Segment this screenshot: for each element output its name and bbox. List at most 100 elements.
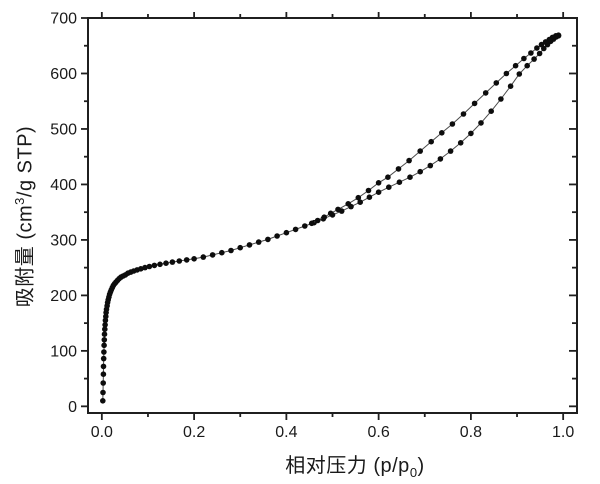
adsorption-branch-point: [142, 264, 148, 271]
adsorption-branch-point: [427, 162, 434, 169]
x-tick-label: 0.0: [91, 424, 113, 441]
adsorption-branch-point: [498, 96, 504, 102]
x-tick-label: 0.2: [183, 424, 205, 441]
desorption-branch-point: [528, 50, 534, 56]
adsorption-branch-point: [437, 156, 444, 162]
adsorption-branch-point: [138, 266, 144, 272]
y-tick-label: 200: [50, 288, 77, 305]
adsorption-branch-point: [200, 254, 207, 260]
adsorption-branch-point: [219, 249, 225, 256]
desorption-branch-point: [314, 217, 321, 224]
adsorption-branch-point: [101, 331, 108, 338]
adsorption-branch-point: [157, 261, 163, 268]
adsorption-branch-point: [447, 148, 454, 154]
x-tick-label: 0.4: [275, 424, 297, 441]
adsorption-branch-point: [457, 140, 464, 146]
adsorption-branch-point: [531, 56, 537, 62]
desorption-branch-point: [449, 121, 456, 127]
x-tick-label: 0.8: [460, 424, 482, 441]
desorption-branch-point: [417, 148, 424, 154]
adsorption-branch-point: [417, 168, 424, 175]
x-tick-label: 1.0: [552, 424, 574, 441]
adsorption-branch-line: [102, 35, 559, 401]
adsorption-branch-point: [407, 174, 413, 180]
desorption-branch-point: [355, 194, 362, 201]
x-axis-label-suffix: ): [417, 455, 425, 477]
y-axis-label-suffix: /g STP): [14, 125, 37, 198]
adsorption-branch-point: [101, 342, 107, 349]
adsorption-branch-point: [516, 71, 523, 77]
desorption-branch-point: [538, 41, 545, 48]
x-tick-label: 0.6: [368, 424, 390, 441]
y-tick-label: 300: [50, 232, 77, 249]
desorption-branch-point: [534, 45, 540, 51]
desorption-branch-point: [385, 174, 391, 180]
desorption-branch-point: [335, 206, 341, 213]
adsorption-branch-point: [265, 236, 271, 243]
adsorption-branch-point: [176, 258, 183, 264]
adsorption-branch-point: [209, 252, 216, 258]
adsorption-branch-point: [100, 389, 106, 396]
y-axis-label-text: 吸附量 (cm: [14, 204, 37, 308]
adsorption-branch-point: [283, 229, 290, 236]
desorption-branch-point: [482, 90, 489, 96]
desorption-branch-point: [321, 214, 328, 220]
desorption-branch-point: [406, 157, 412, 164]
desorption-branch-point: [428, 138, 435, 145]
adsorption-branch-point: [386, 184, 392, 190]
adsorption-branch-point: [357, 199, 364, 205]
y-tick-label: 400: [50, 177, 77, 194]
adsorption-branch-point: [274, 233, 280, 239]
adsorption-branch-point: [468, 130, 474, 137]
adsorption-branch-point: [102, 322, 108, 328]
y-axis-label-superscript: 3: [11, 197, 27, 205]
adsorption-branch-point: [151, 262, 158, 269]
adsorption-branch-point: [100, 355, 107, 362]
y-axis-label: 吸附量 (cm3/g STP): [9, 67, 38, 367]
x-axis-label: 相对压力 (p/p0): [205, 449, 505, 480]
adsorption-branch-point: [169, 259, 176, 265]
adsorption-branch-point: [375, 189, 382, 195]
adsorption-branch-point: [163, 260, 169, 267]
desorption-branch-point: [375, 180, 382, 186]
y-tick-label: 700: [50, 11, 77, 28]
adsorption-branch-point: [100, 371, 107, 378]
adsorption-branch-point: [100, 398, 106, 404]
desorption-branch-point: [327, 210, 334, 217]
x-axis-label-text: 相对压力 (p/p: [285, 455, 410, 477]
y-tick-label: 100: [50, 343, 77, 360]
adsorption-branch-point: [237, 244, 243, 251]
adsorption-branch-point: [228, 247, 234, 254]
adsorption-branch-point: [478, 120, 484, 126]
adsorption-branch-point: [488, 108, 495, 114]
plot-frame: [87, 17, 578, 414]
adsorption-branch-point: [183, 257, 190, 263]
desorption-branch-point: [493, 80, 500, 86]
adsorption-branch-point: [366, 194, 373, 200]
adsorption-branch-point: [396, 179, 403, 185]
desorption-branch-point: [345, 201, 352, 207]
y-tick-label: 500: [50, 121, 77, 138]
desorption-branch-point: [395, 166, 402, 172]
adsorption-branch-point: [102, 326, 108, 333]
desorption-branch-point: [365, 187, 372, 194]
adsorption-branch-point: [246, 242, 253, 248]
adsorption-branch-point: [255, 239, 262, 245]
adsorption-branch-point: [302, 223, 308, 229]
desorption-branch-point: [439, 130, 445, 136]
adsorption-branch-point: [536, 50, 543, 57]
adsorption-branch-point: [292, 226, 299, 233]
adsorption-branch-point: [507, 83, 514, 89]
y-tick-label: 600: [50, 66, 77, 83]
adsorption-branch-point: [101, 337, 108, 343]
desorption-branch-point: [503, 70, 510, 77]
desorption-branch-point: [512, 62, 519, 69]
adsorption-branch-point: [101, 349, 107, 355]
desorption-branch-point: [308, 220, 315, 227]
adsorption-branch-point: [100, 380, 106, 386]
desorption-branch-point: [542, 39, 549, 45]
y-tick-label: 0: [68, 399, 77, 416]
adsorption-branch-point: [146, 263, 153, 270]
